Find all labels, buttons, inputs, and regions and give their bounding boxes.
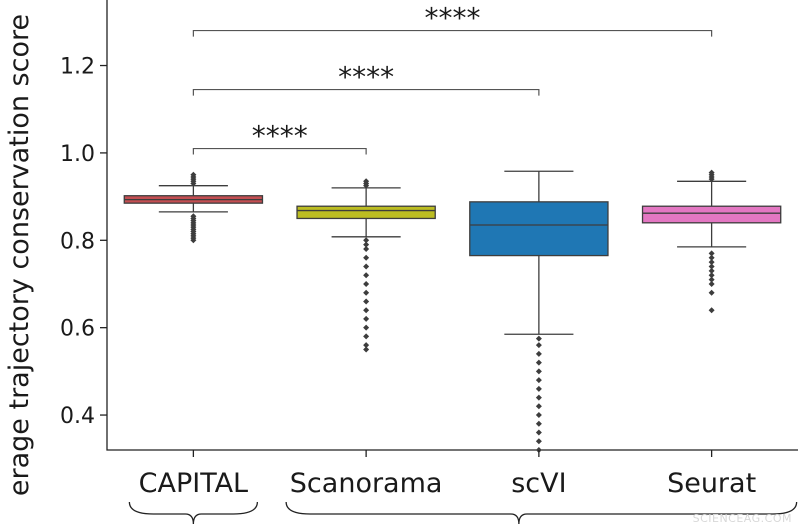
box-iqr: [296, 205, 436, 220]
outlier-point: [363, 246, 370, 253]
outlier-point: [708, 307, 715, 314]
outlier-point: [708, 254, 715, 261]
axes-frame: [106, 0, 798, 451]
plot-area: 0.4 0.6 0.8 1.0 1.2 CAPITAL Scanorama scVI Seura…: [60, 0, 798, 525]
outlier-point: [708, 169, 715, 176]
outlier-point: [535, 420, 542, 427]
box-group-scvi: [469, 170, 609, 453]
x-tick-label-capital: CAPITAL: [139, 468, 248, 499]
outlier-point: [708, 263, 715, 270]
box-iqr: [641, 205, 782, 224]
outlier-point: [190, 171, 197, 178]
significance-bracket: [192, 147, 367, 155]
outlier-point: [535, 342, 542, 349]
outlier-point: [535, 368, 542, 375]
significance-label: ****: [338, 61, 394, 94]
outlier-point: [363, 241, 370, 248]
group-brace-left: [128, 501, 259, 525]
outlier-point: [708, 272, 715, 279]
x-tick-label-scanorama: Scanorama: [290, 468, 443, 499]
y-tick-label: 0.6: [60, 317, 95, 342]
outlier-point: [535, 394, 542, 401]
significance-label: ****: [425, 2, 481, 35]
outlier-point: [363, 178, 370, 185]
outlier-point: [708, 276, 715, 283]
x-tick-label-scvi: scVI: [511, 468, 566, 499]
outlier-point: [535, 438, 542, 445]
y-tick-label: 1.0: [60, 142, 95, 167]
y-axis-label: erage trajectory conservation score: [4, 14, 35, 496]
outlier-point: [363, 272, 370, 279]
box-group-capital: [123, 171, 264, 244]
outlier-point: [363, 315, 370, 322]
outlier-point: [363, 263, 370, 270]
outlier-point: [363, 307, 370, 314]
outlier-point: [363, 298, 370, 305]
outlier-point: [708, 267, 715, 274]
significance-label: ****: [252, 120, 308, 153]
group-brace-right: [285, 501, 798, 525]
outlier-point: [363, 342, 370, 349]
box-iqr: [469, 201, 609, 257]
y-tick-label: 0.8: [60, 229, 95, 254]
outlier-point: [535, 429, 542, 436]
y-tick-label: 0.4: [60, 404, 95, 429]
outlier-point: [535, 335, 542, 342]
significance-bracket: [192, 88, 540, 96]
outlier-point: [363, 346, 370, 353]
outlier-point: [363, 333, 370, 340]
outlier-point: [363, 254, 370, 261]
significance-bracket: [192, 29, 713, 37]
outlier-point: [535, 350, 542, 357]
outlier-point: [708, 259, 715, 266]
outlier-point: [535, 377, 542, 384]
outlier-point: [363, 237, 370, 244]
outlier-point: [190, 213, 197, 220]
outlier-point: [708, 280, 715, 287]
outlier-point: [535, 385, 542, 392]
y-tick-label: 1.2: [60, 55, 95, 80]
outlier-point: [708, 289, 715, 296]
outlier-point: [535, 359, 542, 366]
x-tick-label-seurat: Seurat: [667, 468, 756, 499]
outlier-point: [708, 250, 715, 257]
box-group-scanorama: [296, 178, 436, 353]
outlier-point: [363, 324, 370, 331]
outlier-point: [535, 403, 542, 410]
outlier-point: [535, 412, 542, 419]
box-group-seurat: [641, 169, 782, 314]
outlier-point: [363, 280, 370, 287]
outlier-point: [363, 289, 370, 296]
watermark-text: SCIENCEAG.COM: [693, 512, 792, 525]
